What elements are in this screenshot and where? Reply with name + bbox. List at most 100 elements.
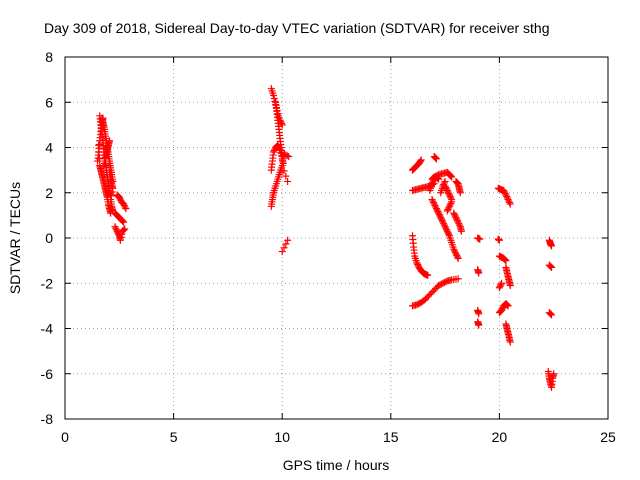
data-point [446,193,454,201]
data-point [430,199,438,207]
data-point [439,218,447,226]
data-point [500,188,508,196]
data-point [270,148,278,156]
x-tick-label: 0 [61,429,69,445]
data-point [444,229,452,237]
data-point [475,269,483,277]
data-point [456,189,464,197]
data-point [436,212,444,220]
data-point [444,205,452,213]
data-point [274,141,282,149]
data-point [441,223,449,231]
data-point [454,218,462,226]
data-point [454,254,462,262]
y-axis-label: SDTVAR / TECUs [7,182,23,294]
data-point [109,184,117,192]
data-point [440,221,448,229]
data-point [278,162,286,170]
data-point [440,180,448,188]
tick-layer: 0 5 10 15 20 25 -8 -6 -4 -2 0 2 4 6 8 [41,49,616,445]
data-point [438,217,446,225]
y-tick-label: -4 [41,321,54,337]
data-point [447,199,455,207]
y-tick-label: 6 [45,94,53,110]
data-point [453,251,461,259]
chart-title: Day 309 of 2018, Sidereal Day-to-day VTE… [44,20,550,36]
data-point [501,190,509,198]
data-point [451,211,459,219]
data-point [280,244,288,252]
data-point [445,202,453,210]
data-point [121,203,129,211]
y-tick-label: -8 [41,411,54,427]
data-point [270,91,278,99]
y-tick-label: -6 [41,366,54,382]
data-point [445,190,453,198]
data-point [441,177,449,185]
data-point [450,209,458,217]
data-point [453,253,461,261]
x-tick-label: 5 [170,429,178,445]
data-point [439,182,447,190]
data-point [122,205,130,213]
data-point [500,186,508,194]
data-point [432,155,440,163]
data-point [429,178,437,186]
data-point [451,212,459,220]
data-point [495,236,503,244]
data-point [455,220,463,228]
data-point [500,255,508,263]
data-point [496,282,504,290]
data-point [504,302,512,310]
data-point [99,114,107,122]
data-point [434,208,442,216]
data-point [445,204,453,212]
y-tick-label: 8 [45,49,53,65]
data-point [446,171,454,179]
data-point [432,203,440,211]
data-point [454,275,462,283]
data-point [456,221,464,229]
data-point [475,321,483,329]
data-point [431,153,439,161]
data-point [277,149,285,157]
data-point [114,229,122,237]
data-point [446,201,454,209]
data-point [111,223,119,231]
data-point [435,175,443,183]
data-point [432,154,440,162]
data-point [503,301,511,309]
data-point [119,217,127,225]
data-point [115,193,123,201]
data-point [120,202,128,210]
data-point [117,233,125,241]
data-point [270,147,278,155]
data-point [546,262,554,270]
data-point [112,224,120,232]
y-tick-label: 0 [45,230,53,246]
data-point [442,224,450,232]
data-point [498,306,506,314]
data-point [120,200,128,208]
data-point [428,196,436,204]
data-point [495,284,503,292]
y-tick-label: 2 [45,185,53,201]
data-point [433,174,441,182]
data-point [453,215,461,223]
data-point [503,193,511,201]
data-point [120,226,128,234]
data-point [503,300,511,308]
data-point [437,214,445,222]
data-point [447,172,455,180]
data-point [435,209,443,217]
data-point [548,242,556,250]
data-point [476,235,484,243]
data-points-layer [94,85,558,391]
data-point [497,281,505,289]
data-point [284,177,292,185]
data-point [120,218,128,226]
data-point [282,240,290,248]
data-point [435,211,443,219]
data-point [550,370,558,378]
data-point [417,156,425,164]
